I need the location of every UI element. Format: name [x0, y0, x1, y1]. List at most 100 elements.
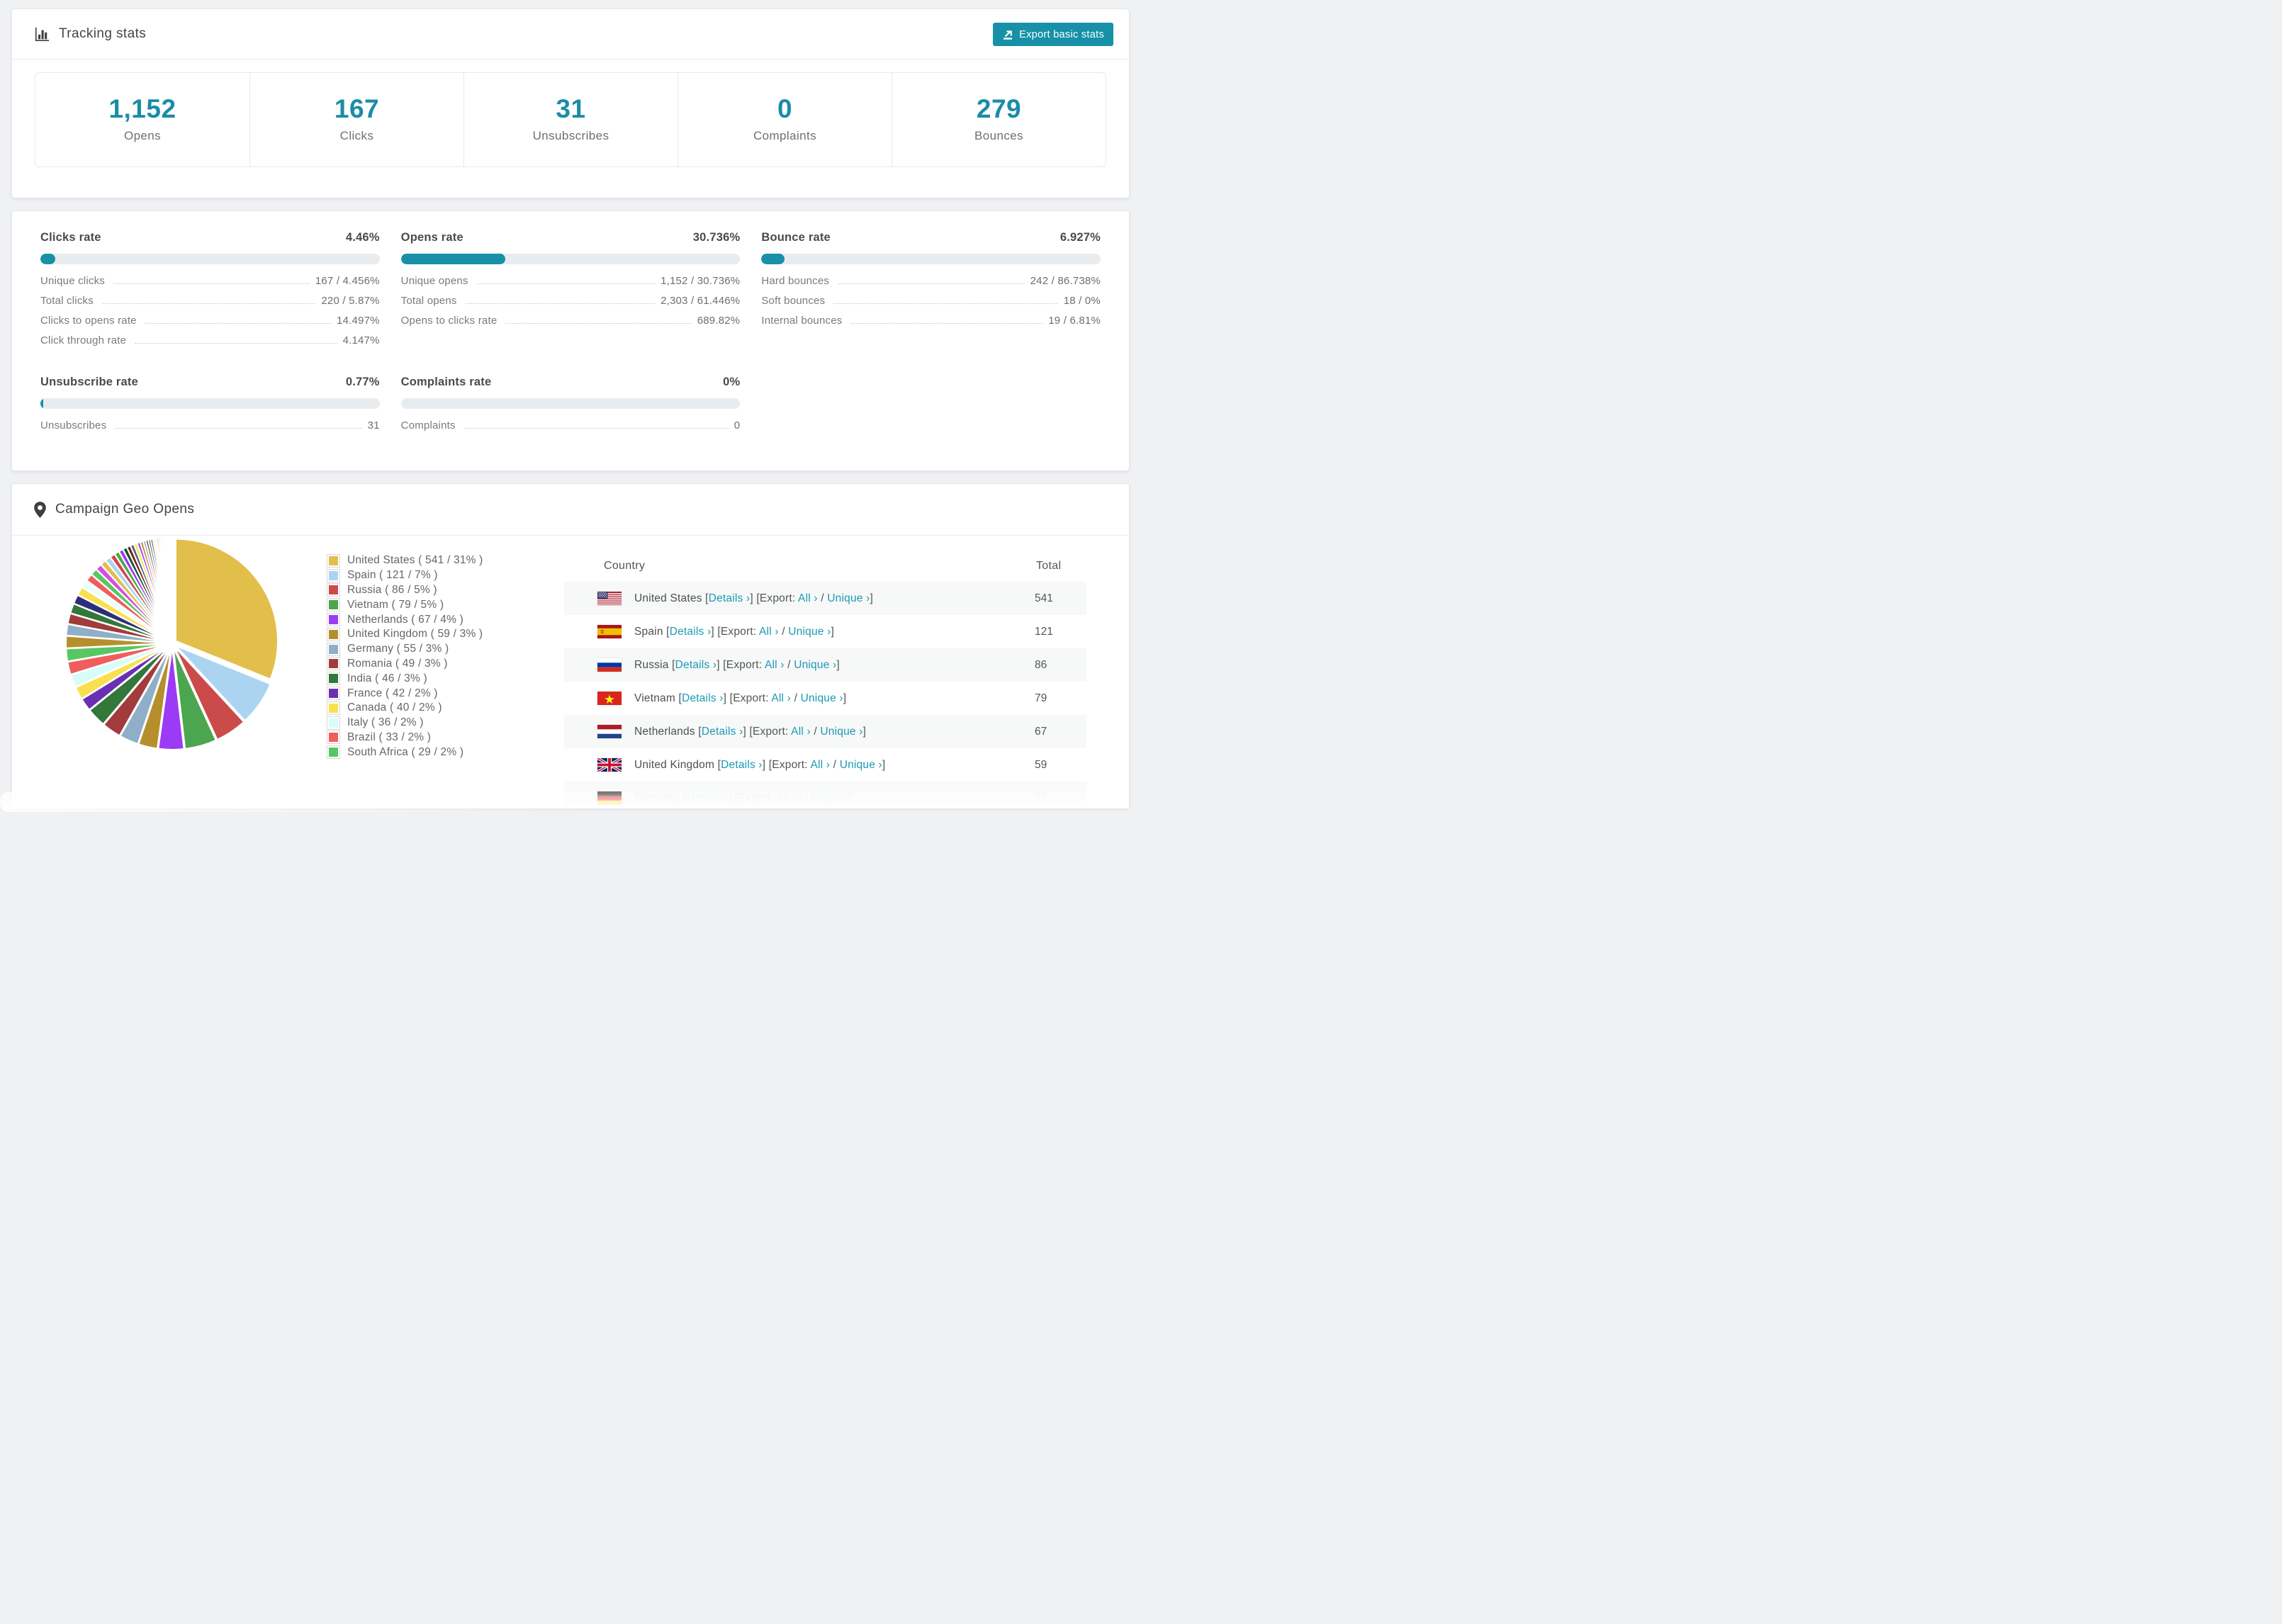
export-all-link[interactable]: All › [810, 758, 831, 771]
export-all-link[interactable]: All › [798, 592, 818, 604]
rate-row: Hard bounces 242 / 86.738% [761, 275, 1101, 295]
pie-slice[interactable] [157, 647, 185, 750]
export-all-link[interactable]: All › [764, 658, 785, 671]
rate-row: Total clicks 220 / 5.87% [40, 295, 380, 315]
export-unique-link[interactable]: Unique › [839, 758, 882, 771]
total-cell: 55 [1035, 791, 1047, 804]
geo-pie-chart [65, 536, 279, 750]
stat-label: Complaints [753, 128, 817, 142]
rate-row-label: Unique opens [400, 275, 468, 287]
rate-row-label: Soft bounces [761, 295, 826, 307]
export-all-link[interactable]: All › [759, 625, 779, 638]
legend-swatch [327, 643, 339, 655]
stat-value: 279 [976, 94, 1022, 123]
rate-head: Clicks rate 4.46% [40, 231, 380, 244]
column-header-total: Total [1036, 559, 1062, 572]
export-unique-link[interactable]: Unique › [788, 625, 831, 638]
rate-title: Complaints rate [400, 376, 492, 388]
rate-row: Opens to clicks rate 689.82% [401, 315, 741, 334]
rate-row: Click through rate 4.147% [40, 334, 380, 354]
details-link[interactable]: Details › [669, 625, 712, 638]
map-marker-icon [34, 501, 46, 518]
pie-slice[interactable] [102, 646, 171, 737]
country-cell: Germany [Details ›] [Export: All › / Uni… [634, 791, 852, 804]
legend-swatch [327, 599, 339, 611]
rate-row-value: 0 [734, 419, 741, 432]
legend-label: United States ( 541 / 31% ) [347, 554, 483, 567]
rate-row-label: Hard bounces [761, 275, 830, 287]
export-basic-stats-button[interactable]: Export basic stats [993, 23, 1113, 46]
pie-slice[interactable] [174, 646, 245, 741]
legend-label: Vietnam ( 79 / 5% ) [347, 598, 444, 611]
pie-slice[interactable] [119, 646, 172, 745]
stat-card: 31 Unsubscribes [463, 73, 678, 167]
export-unique-link[interactable]: Unique › [794, 658, 837, 671]
details-link[interactable]: Details › [687, 791, 729, 804]
flag-de-icon [597, 791, 622, 805]
country-cell: Netherlands [Details ›] [Export: All › /… [634, 725, 867, 738]
dotted-leader [850, 323, 1043, 324]
details-link[interactable]: Details › [675, 658, 717, 671]
legend-swatch [327, 746, 339, 759]
dotted-leader [833, 303, 1058, 304]
legend-label: France ( 42 / 2% ) [347, 687, 438, 699]
legend-label: Romania ( 49 / 3% ) [347, 657, 448, 670]
total-cell: 59 [1035, 758, 1047, 771]
pie-legend: United States ( 541 / 31% ) Spain ( 121 … [327, 553, 483, 760]
pie-slice[interactable] [137, 647, 172, 750]
export-all-link[interactable]: All › [771, 692, 792, 704]
legend-item: Vietnam ( 79 / 5% ) [327, 597, 483, 612]
legend-swatch [327, 731, 339, 744]
dotted-leader [135, 343, 337, 344]
rate-rows: Complaints 0 [401, 419, 741, 439]
legend-item: Russia ( 86 / 5% ) [327, 583, 483, 598]
progress-bar [40, 398, 380, 409]
rates-grid: Clicks rate 4.46% Unique clicks 167 / 4.… [12, 211, 1129, 466]
legend-label: India ( 46 / 3% ) [347, 672, 427, 684]
details-link[interactable]: Details › [721, 758, 763, 771]
pie-slice[interactable] [175, 645, 271, 722]
details-link[interactable]: Details › [701, 725, 743, 738]
country-cell: Russia [Details ›] [Export: All › / Uniq… [634, 658, 840, 671]
rate-row-value: 2,303 / 61.446% [661, 295, 741, 307]
pie-slice[interactable] [174, 538, 279, 680]
geo-card: Campaign Geo Opens United States ( 541 /… [11, 483, 1130, 808]
total-cell: 121 [1035, 625, 1053, 638]
details-link[interactable]: Details › [682, 692, 724, 704]
stat-label: Opens [123, 128, 162, 142]
legend-swatch [327, 614, 339, 626]
rate-row-value: 18 / 0% [1063, 295, 1101, 307]
export-icon [1002, 29, 1013, 40]
rate-row-label: Total opens [400, 295, 457, 307]
rate-row: Total opens 2,303 / 61.446% [401, 295, 741, 315]
country-cell: United Kingdom [Details ›] [Export: All … [634, 758, 886, 771]
legend-swatch [327, 701, 339, 714]
legend-item: Italy ( 36 / 2% ) [327, 716, 483, 731]
rate-block: Unsubscribe rate 0.77% Unsubscribes 31 [40, 376, 380, 439]
export-all-link[interactable]: All › [791, 725, 811, 738]
rate-row-value: 167 / 4.456% [315, 275, 380, 287]
export-unique-link[interactable]: Unique › [820, 725, 863, 738]
stat-value: 31 [556, 94, 586, 123]
dotted-leader [115, 428, 362, 429]
progress-bar-fill [40, 398, 43, 409]
pie-slice[interactable] [172, 647, 218, 750]
details-link[interactable]: Details › [708, 592, 751, 604]
export-unique-link[interactable]: Unique › [827, 592, 870, 604]
stat-card: 167 Clicks [249, 73, 463, 167]
dotted-leader [145, 323, 332, 324]
progress-bar-fill [761, 254, 785, 264]
export-unique-link[interactable]: Unique › [805, 791, 848, 804]
legend-swatch [327, 584, 339, 597]
stat-label: Clicks [339, 128, 374, 142]
progress-bar [400, 254, 741, 264]
rate-row: Soft bounces 18 / 0% [761, 295, 1101, 315]
legend-item: India ( 46 / 3% ) [327, 671, 483, 686]
legend-swatch [327, 569, 339, 582]
stat-value: 1,152 [108, 94, 176, 123]
rate-percentage: 4.46% [345, 231, 380, 244]
rate-row-value: 4.147% [342, 334, 380, 346]
country-name: United Kingdom [634, 758, 715, 771]
export-unique-link[interactable]: Unique › [800, 692, 843, 704]
export-all-link[interactable]: All › [776, 791, 797, 804]
